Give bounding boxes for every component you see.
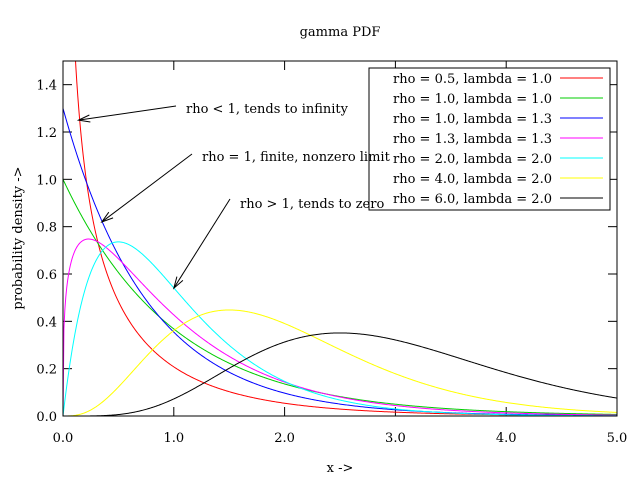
x-tick-label: 2.0 (274, 431, 295, 446)
y-axis-label: probability density -> (11, 166, 26, 309)
annotation-label: rho > 1, tends to zero (240, 197, 384, 212)
legend-label: rho = 2.0, lambda = 2.0 (393, 152, 552, 167)
x-tick-label: 5.0 (607, 431, 628, 446)
series-line-6 (63, 332, 617, 416)
series-line-4 (63, 241, 617, 416)
annotation-arrow (78, 105, 177, 121)
annotation-label: rho = 1, finite, nonzero limit (202, 150, 391, 165)
series-line-3 (63, 238, 617, 416)
annotation-arrowhead (76, 114, 91, 123)
annotation-arrowhead (100, 211, 114, 223)
series-line-5 (63, 309, 617, 416)
y-tick-label: 0.8 (36, 221, 57, 236)
legend: rho = 0.5, lambda = 1.0 rho = 1.0, lambda… (368, 67, 611, 211)
legend-label: rho = 1.0, lambda = 1.3 (393, 112, 552, 127)
series-line-1 (63, 179, 617, 415)
y-tick-label: 1.2 (36, 126, 57, 141)
legend-label: rho = 1.3, lambda = 1.3 (393, 132, 552, 147)
y-tick-label: 0.2 (36, 363, 57, 378)
y-tick-label: 0.4 (36, 315, 57, 330)
y-tick-label: 0.0 (36, 410, 57, 425)
series-curves (63, 61, 617, 416)
legend-label: rho = 4.0, lambda = 2.0 (393, 172, 552, 187)
plot-border (62, 60, 618, 417)
y-tick-label: 1.0 (36, 173, 57, 188)
annotation-arrow (101, 153, 193, 223)
legend-label: rho = 6.0, lambda = 2.0 (393, 192, 552, 207)
x-tick-label: 0.0 (53, 431, 74, 446)
y-tick-label: 1.4 (36, 79, 57, 94)
annotations: rho < 1, tends to infinity rho = 1, finit… (76, 102, 391, 290)
chart-title: gamma PDF (300, 25, 381, 40)
legend-label: rho = 1.0, lambda = 1.0 (393, 92, 552, 107)
y-tick-label: 0.6 (36, 268, 57, 283)
annotation-label: rho < 1, tends to infinity (186, 102, 349, 117)
x-tick-label: 3.0 (385, 431, 406, 446)
legend-box (368, 67, 611, 211)
legend-label: rho = 0.5, lambda = 1.0 (393, 72, 552, 87)
x-axis-label: x -> (327, 461, 354, 476)
annotation-arrowhead (172, 276, 184, 290)
x-tick-label: 4.0 (496, 431, 517, 446)
x-tick-label: 1.0 (163, 431, 184, 446)
annotation-arrow (173, 198, 231, 289)
